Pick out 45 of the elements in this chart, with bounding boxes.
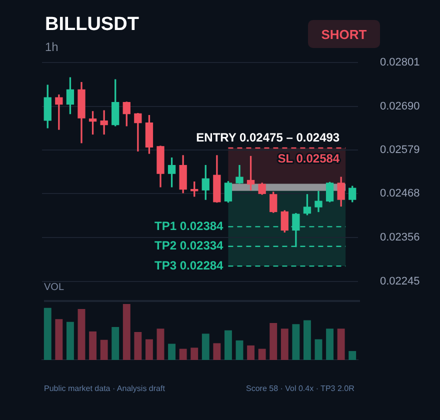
y-tick-label: 0.02579 bbox=[380, 144, 420, 156]
bar bbox=[78, 309, 86, 360]
bar bbox=[337, 328, 345, 360]
bar bbox=[66, 322, 74, 360]
chart-title: BILLUSDT bbox=[45, 14, 139, 36]
bar bbox=[145, 339, 153, 360]
y-tick-label: 0.02690 bbox=[380, 100, 420, 112]
bar bbox=[134, 332, 142, 360]
bar bbox=[236, 340, 244, 360]
ref-line-label: TP3 0.02284 bbox=[154, 258, 224, 272]
ref-line-label: SL 0.02584 bbox=[278, 151, 340, 166]
bar bbox=[348, 351, 356, 360]
bar bbox=[179, 348, 187, 360]
bar bbox=[156, 328, 164, 360]
bar bbox=[213, 343, 221, 360]
bar bbox=[202, 334, 210, 360]
bar bbox=[292, 324, 300, 360]
bar bbox=[326, 328, 334, 360]
bar bbox=[190, 348, 198, 360]
y-tick-label: 0.02245 bbox=[380, 275, 420, 288]
bar bbox=[122, 304, 130, 360]
bar bbox=[247, 345, 255, 360]
bar bbox=[280, 328, 288, 360]
bar bbox=[258, 348, 266, 360]
chart-title: VOL bbox=[44, 282, 64, 293]
bar bbox=[224, 330, 232, 360]
bar bbox=[100, 340, 108, 360]
bar bbox=[270, 323, 278, 360]
ref-line-label: TP2 0.02334 bbox=[154, 238, 224, 253]
bar bbox=[44, 308, 52, 360]
bar bbox=[112, 326, 120, 360]
text: SHORT bbox=[308, 20, 380, 48]
bar bbox=[55, 319, 63, 360]
chart-subtitle: 1h bbox=[45, 40, 58, 54]
text: Public market data · Analysis draft bbox=[44, 384, 165, 393]
ref-line-label: TP1 0.02384 bbox=[154, 219, 224, 234]
bar bbox=[314, 339, 322, 360]
bar bbox=[89, 331, 97, 360]
y-tick-label: 0.02801 bbox=[380, 56, 420, 69]
band-label: ENTRY 0.02475 – 0.02493 bbox=[196, 130, 340, 144]
text: Score 58 · Vol 0.4x · TP3 2.0R bbox=[246, 384, 354, 393]
y-tick-label: 0.02356 bbox=[380, 232, 420, 244]
bar bbox=[168, 344, 176, 360]
y-tick-label: 0.02468 bbox=[380, 188, 420, 200]
bar bbox=[303, 320, 311, 360]
